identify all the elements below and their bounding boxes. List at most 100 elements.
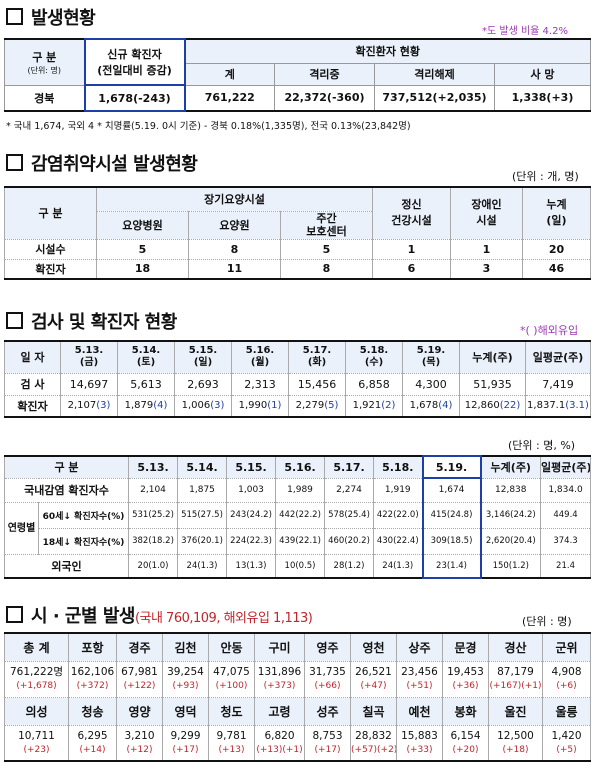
table-cell: 531(25.2): [128, 502, 179, 529]
region-name: 영주: [304, 633, 351, 662]
region-name: 청도: [208, 697, 255, 726]
header-date-cell: 5.15. (일): [174, 341, 232, 374]
region-delta: (+13)(+1): [256, 744, 303, 755]
region-cell: 28,832 (+57)(+2): [350, 725, 397, 762]
table-cell: 1,919: [373, 478, 424, 503]
header-isolation: 격리중: [274, 62, 375, 86]
region-delta: (+36): [452, 681, 479, 691]
region-name: 군위: [542, 633, 591, 662]
region-delta: (+66): [314, 681, 341, 691]
table-cell: 13(1.3): [226, 554, 277, 579]
region-name: 경주: [116, 633, 163, 662]
header-new-text: 신규 확진자: [107, 48, 162, 61]
table-cell: 8: [280, 259, 373, 280]
region-delta: (+51): [406, 681, 433, 691]
section-title-text: 시 · 군별 발생: [31, 606, 135, 627]
row-label-gyeongbuk: 경북: [4, 84, 85, 112]
header-nursing-home: 요양원: [188, 211, 281, 240]
row-label: 확진자: [4, 259, 97, 280]
cell-release: 737,512(+2,035): [374, 84, 495, 112]
region-cell: 10,711 (+23): [4, 725, 69, 762]
table-cell: 1: [450, 239, 523, 260]
table-cell: 382(18.2): [128, 528, 179, 555]
table-cell: 1,674: [421, 478, 482, 503]
region-delta: (+6): [556, 681, 577, 691]
header-status: 확진환자 현황: [184, 38, 591, 64]
table-cell: 578(25.4): [324, 502, 375, 529]
confirmed-cell: 2,279(5): [288, 395, 346, 418]
occurrence-table: 구 분 (단위: 명) 신규 확진자 (전일대비 증감) 확진환자 현황 계 격리중…: [4, 38, 591, 112]
table-cell: 3,146(24.2): [480, 502, 542, 529]
region-delta: (+14): [79, 744, 106, 755]
region-total: 47,075: [213, 666, 250, 678]
region-total: 31,735: [309, 666, 346, 678]
overseas-note: *( )해외유입: [520, 324, 579, 337]
table-cell: 243(24.2): [226, 502, 277, 529]
region-total: 761,222명: [9, 666, 64, 678]
ratio-note: *도 발생 비율 4.2%: [482, 26, 568, 37]
region-cell: 162,106 (+372): [68, 661, 117, 698]
region-cell: 12,500 (+18): [488, 725, 543, 762]
table-cell: 24(1.3): [373, 554, 424, 579]
header-longterm-care: 장기요양시설: [96, 187, 373, 212]
header-gubun: 구 분: [4, 187, 97, 240]
region-total: 12,500: [497, 729, 534, 742]
confirmed-count: 12,860: [464, 400, 500, 412]
region-total: 15,883: [401, 729, 438, 742]
fatality-footnote: * 국내 1,674, 국외 4 * 치명률(5.19. 0시 기준) - 경북…: [6, 121, 411, 132]
region-delta: (+18): [502, 744, 529, 755]
test-cell: 4,300: [402, 373, 460, 396]
confirmed-cell: 1,678(4): [402, 395, 460, 418]
region-delta: (+372): [76, 681, 109, 691]
table-cell: 23(1.4): [421, 554, 482, 579]
test-cell: 2,693: [174, 373, 232, 396]
confirmed-cell: 12,860(22): [459, 395, 526, 418]
region-cell: 4,908 (+6): [542, 661, 591, 698]
region-total: 10,711: [18, 729, 55, 742]
row-label-age-group: 연령별: [4, 502, 39, 555]
region-total: 3,210: [124, 729, 155, 742]
confirmed-cell: 1,921(2): [345, 395, 403, 418]
table-cell: 415(24.8): [421, 502, 482, 529]
header-date: 일 자: [4, 341, 61, 374]
table-cell: 224(22.3): [226, 528, 277, 555]
region-name: 총 계: [4, 633, 69, 662]
header-disabled: 장애인 시설: [450, 187, 523, 240]
region-total: 131,896: [257, 666, 302, 678]
table-cell: 3: [450, 259, 523, 280]
table-cell: 24(1.3): [177, 554, 228, 579]
region-cell: 131,896 (+373): [254, 661, 305, 698]
table-cell: 460(20.2): [324, 528, 375, 555]
table-cell: 11: [188, 259, 281, 280]
table-cell: 28(1.2): [324, 554, 375, 579]
table-cell: 430(22.4): [373, 528, 424, 555]
header-daily-average: 일평균(주): [540, 456, 592, 479]
table-cell: 374.3: [540, 528, 592, 555]
overseas-count: (2): [381, 400, 396, 412]
section-title-text: 검사 및 확진자 현황: [31, 312, 177, 333]
row-label-confirmed: 확진자: [4, 395, 61, 418]
region-delta: (+100): [215, 681, 248, 691]
table-cell: 20(1.0): [128, 554, 179, 579]
test-cell: 7,419: [525, 373, 591, 396]
table-cell: 5: [96, 239, 189, 260]
region-delta: (+1,678): [16, 681, 57, 691]
section-title-tests: 검사 및 확진자 현황: [6, 308, 177, 334]
overseas-count: (4): [153, 400, 168, 412]
row-label-18-under: 18세↓ 확진자수(%): [37, 528, 130, 555]
confirmed-count: 1,678: [409, 400, 439, 412]
overseas-count: (5): [324, 400, 339, 412]
confirmed-count: 1,837.1: [527, 400, 566, 412]
confirmed-count: 1,921: [352, 400, 382, 412]
overseas-count: (3): [210, 400, 225, 412]
region-delta: (+5): [556, 744, 577, 755]
table-cell: 8: [188, 239, 281, 260]
region-cell: 6,820 (+13)(+1): [254, 725, 305, 762]
header-date-cell: 5.18. (수): [345, 341, 403, 374]
region-total: 28,832: [355, 729, 392, 742]
region-total: 162,106: [70, 666, 115, 678]
table-cell: 422(22.0): [373, 502, 424, 529]
header-date-cell: 5.13. (금): [60, 341, 118, 374]
header-date-cell: 5.17.: [324, 456, 375, 479]
table-cell: 18: [96, 259, 189, 280]
